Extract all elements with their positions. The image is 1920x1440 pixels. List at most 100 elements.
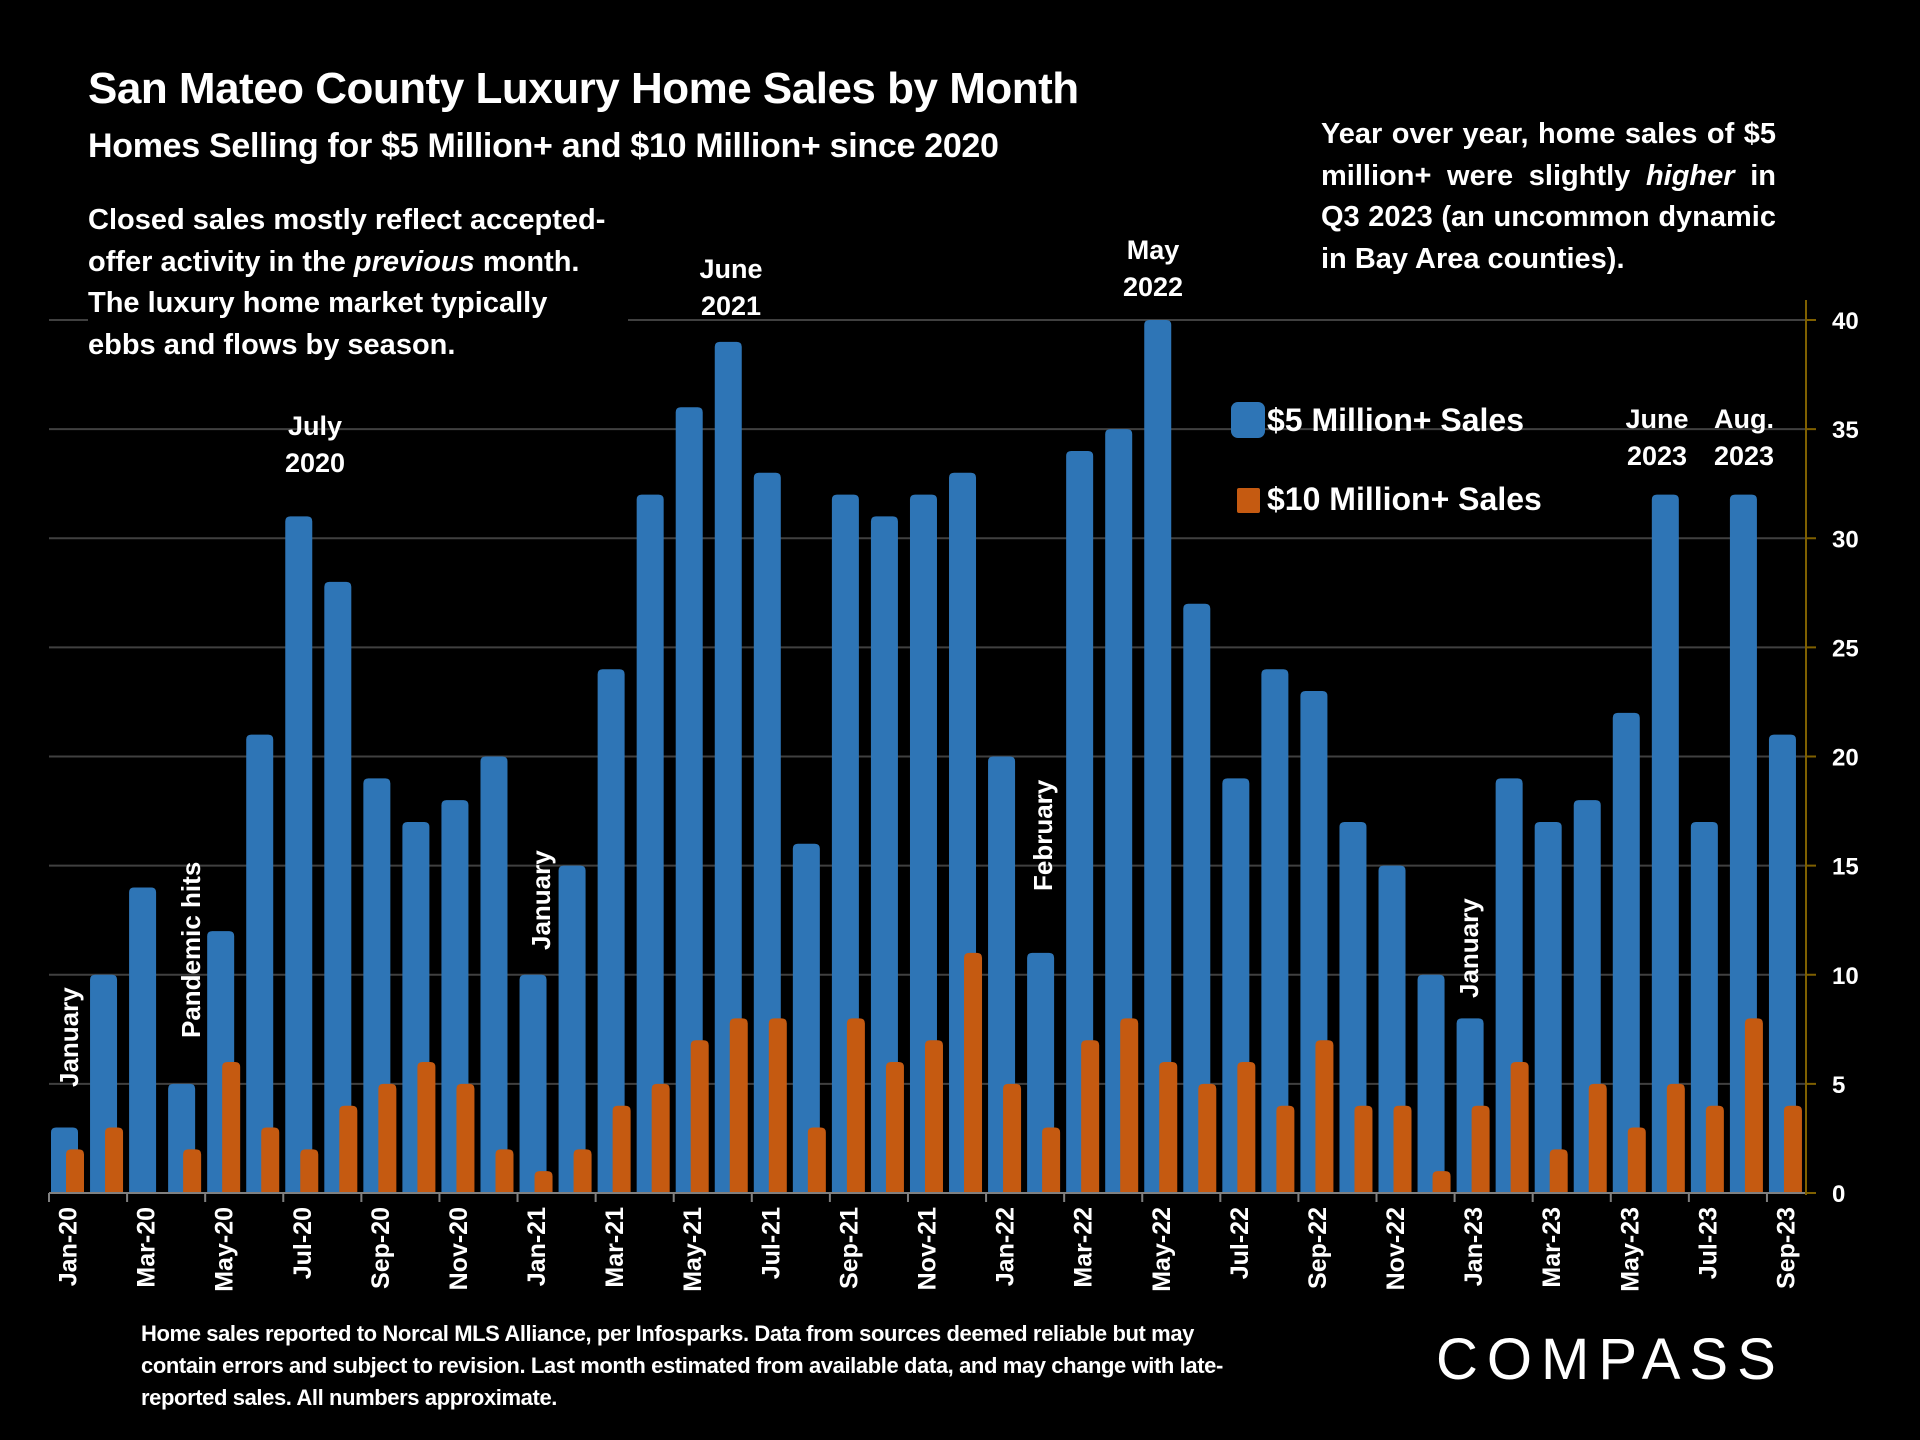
bar-5m bbox=[1144, 320, 1172, 1193]
bar-10m bbox=[1237, 1062, 1256, 1193]
x-tick-label: Jul-20 bbox=[289, 1207, 317, 1279]
annotation-label: 2020 bbox=[285, 448, 345, 478]
x-tick-label: Jan-20 bbox=[55, 1207, 83, 1286]
x-axis-labels: Jan-20 Mar-20 May-20 Jul-20 Sep-20 Nov-20 Jan-… bbox=[55, 1207, 1801, 1292]
annotation-label: 2023 bbox=[1714, 441, 1774, 471]
bar-5m bbox=[753, 472, 781, 1193]
bar-10m bbox=[807, 1127, 826, 1193]
bar-5m bbox=[558, 865, 586, 1193]
bar-10m bbox=[885, 1062, 904, 1193]
x-tick-label: Mar-20 bbox=[133, 1207, 161, 1288]
x-tick-label: Sep-22 bbox=[1304, 1207, 1332, 1289]
bar-10m bbox=[573, 1149, 592, 1193]
annotation-label: Pandemic hits bbox=[176, 862, 206, 1038]
x-tick-label: Sep-23 bbox=[1772, 1207, 1800, 1289]
bar-10m bbox=[1549, 1149, 1568, 1193]
y-tick-label: 30 bbox=[1832, 526, 1859, 553]
x-tick-label: Mar-22 bbox=[1070, 1207, 1098, 1288]
bar-5m bbox=[1534, 821, 1562, 1193]
bar-10m bbox=[1120, 1018, 1139, 1193]
annotation-label: 2021 bbox=[701, 291, 761, 321]
bar-5m bbox=[675, 407, 703, 1193]
annotation-label: Aug. bbox=[1714, 404, 1774, 434]
annotation-label: January bbox=[526, 850, 556, 950]
bar-5m bbox=[1339, 821, 1367, 1193]
bar-5m bbox=[1105, 429, 1133, 1193]
bar-5m bbox=[636, 494, 664, 1194]
x-tick-label: Jul-21 bbox=[757, 1207, 785, 1279]
annotation-label: 2022 bbox=[1123, 272, 1183, 302]
bar-5m bbox=[519, 974, 547, 1193]
bar-10m bbox=[1081, 1040, 1100, 1193]
bar-10m bbox=[1042, 1127, 1061, 1193]
legend-swatch-5m bbox=[1231, 402, 1265, 438]
annotation-label: May bbox=[1127, 235, 1180, 265]
page-subtitle: Homes Selling for $5 Million+ and $10 Mi… bbox=[88, 127, 999, 165]
legend: $5 Million+ Sales $10 Million+ Sales bbox=[1231, 402, 1542, 517]
bar-10m bbox=[729, 1018, 748, 1193]
bar-5m bbox=[1612, 712, 1640, 1193]
note-line: offer activity in the previous month. bbox=[88, 245, 580, 278]
bar-10m bbox=[1666, 1083, 1685, 1193]
bar-10m bbox=[612, 1105, 631, 1193]
y-tick-label: 20 bbox=[1832, 745, 1859, 772]
legend-swatch-10m bbox=[1237, 488, 1260, 513]
bar-5m bbox=[909, 494, 937, 1194]
x-tick-label: Jan-21 bbox=[523, 1207, 551, 1286]
x-tick-label: Sep-21 bbox=[835, 1207, 863, 1289]
bar-10m bbox=[300, 1149, 319, 1193]
annotation-label: 2023 bbox=[1627, 441, 1687, 471]
bar-10m bbox=[1705, 1105, 1724, 1193]
y-tick-label: 0 bbox=[1832, 1181, 1845, 1208]
legend-label-10m: $10 Million+ Sales bbox=[1267, 481, 1542, 517]
bar-5m bbox=[1261, 669, 1289, 1193]
x-tick-label: Jan-23 bbox=[1460, 1207, 1488, 1286]
bar-5m bbox=[1066, 450, 1094, 1193]
bar-10m bbox=[846, 1018, 865, 1193]
bar-10m bbox=[651, 1083, 670, 1193]
y-tick-label: 35 bbox=[1832, 417, 1859, 444]
bar-10m bbox=[1393, 1105, 1412, 1193]
note-year-over-year: Year over year, home sales of $5 million… bbox=[1321, 114, 1776, 280]
bar-10m bbox=[768, 1018, 787, 1193]
bar-5m bbox=[1183, 603, 1211, 1193]
x-tick-label: Jul-22 bbox=[1226, 1207, 1254, 1279]
bar-5m bbox=[714, 341, 742, 1193]
x-tick-label: May-20 bbox=[211, 1207, 239, 1292]
compass-logo: COMPASS bbox=[1436, 1327, 1785, 1392]
bar-5m bbox=[129, 887, 157, 1193]
bar-5m bbox=[1417, 974, 1445, 1193]
bar-10m bbox=[1627, 1127, 1646, 1193]
x-tick-label: Nov-20 bbox=[445, 1207, 473, 1290]
y-axis-labels: 0 5 10 15 20 25 30 35 40 bbox=[1832, 308, 1859, 1208]
x-tick-label: Jan-22 bbox=[992, 1207, 1020, 1286]
annotation-label: June bbox=[1625, 404, 1688, 434]
bar-10m bbox=[456, 1083, 475, 1193]
annotation-label: January bbox=[1454, 898, 1484, 998]
bar-5m bbox=[1690, 821, 1718, 1193]
bar-10m bbox=[964, 952, 983, 1193]
bar-10m bbox=[1783, 1105, 1802, 1193]
x-tick-label: Sep-20 bbox=[367, 1207, 395, 1289]
bar-10m bbox=[534, 1171, 553, 1193]
bar-5m bbox=[246, 734, 274, 1193]
x-tick-label: Mar-21 bbox=[601, 1207, 629, 1288]
bar-5m bbox=[324, 581, 352, 1193]
note-line: ebbs and flows by season. bbox=[88, 328, 456, 361]
bar-10m bbox=[183, 1149, 202, 1193]
bar-10m bbox=[1744, 1018, 1763, 1193]
y-tick-label: 40 bbox=[1832, 308, 1859, 335]
bar-10m bbox=[222, 1062, 241, 1193]
bar-10m bbox=[1432, 1171, 1451, 1193]
y-tick-label: 5 bbox=[1832, 1072, 1845, 1099]
y-tick-label: 25 bbox=[1832, 635, 1859, 662]
bar-5m bbox=[1768, 734, 1796, 1193]
note-line: The luxury home market typically bbox=[88, 287, 548, 319]
note-seasonality: Closed sales mostly reflect accepted- of… bbox=[88, 200, 628, 366]
bar-10m bbox=[66, 1149, 84, 1193]
x-tick-label: Mar-23 bbox=[1538, 1207, 1566, 1288]
bar-10m bbox=[1510, 1062, 1529, 1193]
bar-10m bbox=[1003, 1083, 1022, 1193]
bar-10m bbox=[1159, 1062, 1178, 1193]
